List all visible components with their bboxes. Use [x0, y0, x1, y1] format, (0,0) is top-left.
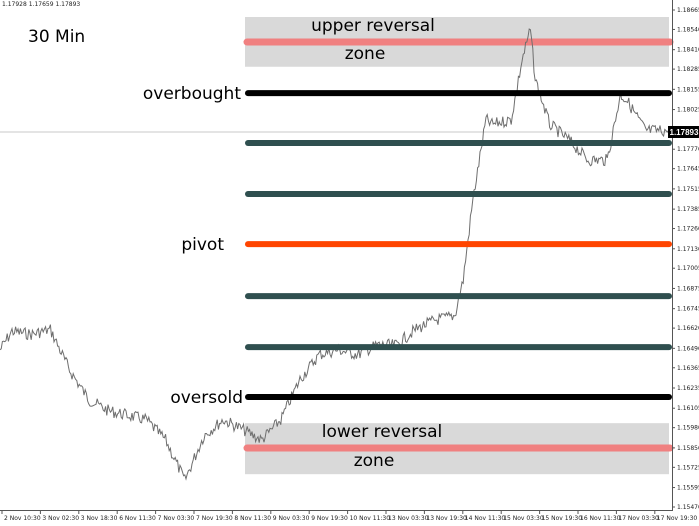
y-tick-label: 1.15595 [677, 485, 699, 492]
y-tick-label: 1.16490 [677, 345, 699, 352]
pivot-label: pivot [181, 235, 224, 255]
lower-reversal-zone-label: lower reversal [322, 422, 442, 442]
price-series [0, 28, 669, 481]
x-tick-label: 3 Nov 02:30 [42, 515, 79, 522]
y-tick-label: 1.17005 [677, 265, 699, 272]
overbought-label: overbought [143, 84, 241, 104]
timeframe-label: 30 Min [28, 27, 85, 47]
y-tick-label: 1.17515 [677, 186, 699, 193]
y-tick-label: 1.18025 [677, 107, 699, 114]
x-tick-label: 14 Nov 11:30 [465, 515, 506, 522]
y-tick-label: 1.17770 [677, 146, 699, 153]
y-tick-label: 1.17645 [677, 166, 699, 173]
oversold-label: oversold [170, 388, 243, 408]
y-tick-label: 1.15470 [677, 504, 699, 511]
y-tick-label: 1.16235 [677, 385, 699, 392]
x-tick-label: 7 Nov 03:30 [158, 515, 195, 522]
upper-reversal-zone-label-zone: zone [345, 44, 386, 64]
current-price-badge [668, 126, 699, 138]
current-price-label: 1.17893 [670, 128, 699, 137]
y-tick-label: 1.16745 [677, 306, 699, 313]
y-tick-label: 1.18410 [677, 47, 699, 54]
x-tick-label: 6 Nov 11:30 [119, 515, 156, 522]
x-tick-label: 13 Nov 03:30 [388, 515, 429, 522]
y-tick-label: 1.16105 [677, 405, 699, 412]
y-tick-label: 1.15980 [677, 425, 699, 432]
x-tick-label: 10 Nov 11:30 [350, 515, 391, 522]
x-tick-label: 2 Nov 10:30 [4, 515, 41, 522]
y-tick-label: 1.18540 [677, 26, 699, 33]
x-tick-label: 15 Nov 19:30 [542, 515, 583, 522]
ohlc-header: 1.17928 1.17659 1.17893 [2, 1, 80, 8]
y-tick-label: 1.16875 [677, 285, 699, 292]
y-tick-label: 1.16365 [677, 365, 699, 372]
upper-reversal-zone-label: upper reversal [311, 16, 435, 36]
x-tick-label: 15 Nov 03:30 [503, 515, 544, 522]
x-tick-label: 3 Nov 18:30 [81, 515, 118, 522]
y-tick-label: 1.15725 [677, 464, 699, 471]
y-tick-label: 1.15850 [677, 445, 699, 452]
y-tick-label: 1.17385 [677, 206, 699, 213]
y-tick-label: 1.17130 [677, 246, 699, 253]
y-tick-label: 1.17260 [677, 226, 699, 233]
lower-reversal-zone-label-zone: zone [354, 451, 395, 471]
x-tick-label: 16 Nov 11:30 [580, 515, 621, 522]
x-tick-label: 7 Nov 19:30 [196, 515, 233, 522]
x-tick-label: 17 Nov 03:30 [618, 515, 659, 522]
y-tick-label: 1.16620 [677, 325, 699, 332]
x-tick-label: 9 Nov 19:30 [311, 515, 348, 522]
x-tick-label: 13 Nov 19:30 [426, 515, 467, 522]
x-tick-label: 9 Nov 03:30 [273, 515, 310, 522]
y-tick-label: 1.18665 [677, 7, 699, 14]
x-tick-label: 17 Nov 19:30 [657, 515, 698, 522]
y-tick-label: 1.18155 [677, 86, 699, 93]
x-tick-label: 8 Nov 11:30 [234, 515, 271, 522]
y-tick-label: 1.18285 [677, 66, 699, 73]
